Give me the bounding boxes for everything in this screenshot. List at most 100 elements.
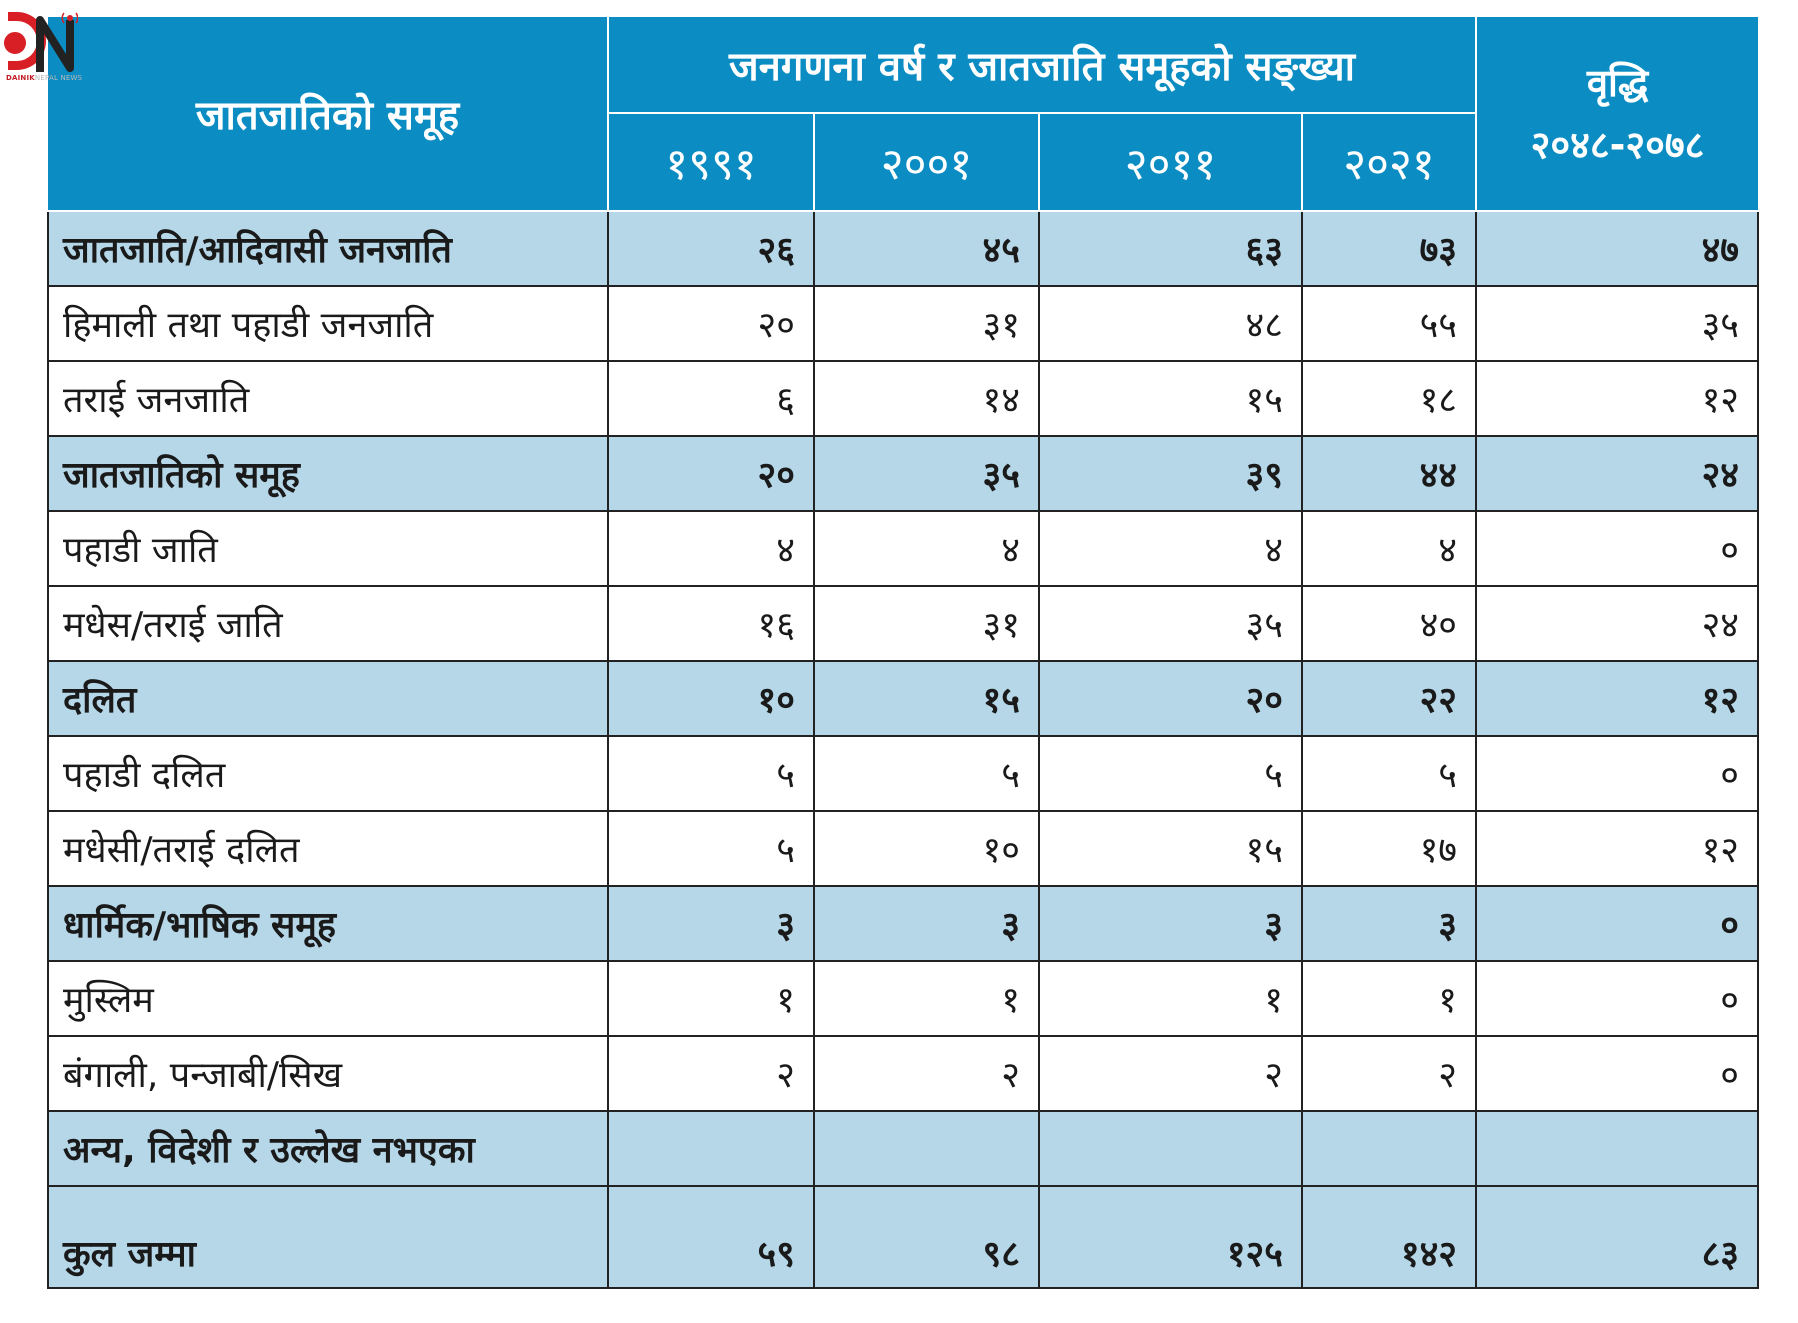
value-2021: २२ bbox=[1300, 660, 1478, 737]
value-1991: २० bbox=[607, 285, 815, 362]
census-ethnic-groups-table-container: जातजातिको समूह जनगणना वर्ष र जातजाति समू… bbox=[47, 17, 1760, 1305]
value-2001: ३१ bbox=[813, 285, 1040, 362]
category-row: अन्य, विदेशी र उल्लेख नभएका bbox=[47, 1110, 1760, 1187]
value-growth: ० bbox=[1475, 960, 1760, 1037]
value-2001: ९८ bbox=[813, 1185, 1040, 1289]
value-2011: २० bbox=[1038, 660, 1303, 737]
row-label: पहाडी जाति bbox=[47, 510, 609, 587]
value-2011: १ bbox=[1038, 960, 1303, 1037]
value-growth: १२ bbox=[1475, 810, 1760, 887]
value-1991: ५९ bbox=[607, 1185, 815, 1289]
value-2021: १४२ bbox=[1300, 1185, 1478, 1289]
row-label: धार्मिक/भाषिक समूह bbox=[47, 885, 609, 962]
subgroup-row: हिमाली तथा पहाडी जनजाति २० ३१ ४८ ५५ ३५ bbox=[47, 285, 1760, 362]
table-body: जातजाति/आदिवासी जनजाति २६ ४५ ६३ ७३ ४७ हिमाली त… bbox=[47, 210, 1760, 1289]
value-2021: ७३ bbox=[1300, 210, 1478, 287]
value-1991 bbox=[607, 1110, 815, 1187]
logo-globe-icon bbox=[2, 30, 28, 56]
value-1991: २ bbox=[607, 1035, 815, 1112]
year-header-2011: २०११ bbox=[1038, 113, 1303, 212]
subgroup-row: मुस्लिम १ १ १ १ ० bbox=[47, 960, 1760, 1037]
value-1991: २० bbox=[607, 435, 815, 512]
logo-brand-text: DAINIKNEPAL NEWS bbox=[6, 74, 83, 82]
value-growth: ० bbox=[1475, 735, 1760, 812]
row-label: जातजातिको समूह bbox=[47, 435, 609, 512]
row-label: मधेस/तराई जाति bbox=[47, 585, 609, 662]
value-2011: ३५ bbox=[1038, 585, 1303, 662]
row-label: अन्य, विदेशी र उल्लेख नभएका bbox=[47, 1110, 609, 1187]
value-2021: ५५ bbox=[1300, 285, 1478, 362]
subgroup-row: पहाडी जाति ४ ४ ४ ४ ० bbox=[47, 510, 1760, 587]
value-growth: १२ bbox=[1475, 360, 1760, 437]
dainik-nepal-logo: DAINIKNEPAL NEWS bbox=[0, 4, 92, 88]
value-2001: १ bbox=[813, 960, 1040, 1037]
value-2021: १ bbox=[1300, 960, 1478, 1037]
value-2001: ४ bbox=[813, 510, 1040, 587]
value-2021 bbox=[1300, 1110, 1478, 1187]
value-2011: १५ bbox=[1038, 360, 1303, 437]
value-1991: ५ bbox=[607, 810, 815, 887]
category-row: धार्मिक/भाषिक समूह ३ ३ ३ ३ ० bbox=[47, 885, 1760, 962]
value-2021: ४ bbox=[1300, 510, 1478, 587]
value-2001: ३ bbox=[813, 885, 1040, 962]
row-label: जातजाति/आदिवासी जनजाति bbox=[47, 210, 609, 287]
growth-label: वृद्धि bbox=[1586, 60, 1649, 105]
value-2011: ३ bbox=[1038, 885, 1303, 962]
subgroup-row: तराई जनजाति ६ १४ १५ १८ १२ bbox=[47, 360, 1760, 437]
value-growth: २४ bbox=[1475, 435, 1760, 512]
row-label: हिमाली तथा पहाडी जनजाति bbox=[47, 285, 609, 362]
value-2011: ५ bbox=[1038, 735, 1303, 812]
row-label: तराई जनजाति bbox=[47, 360, 609, 437]
value-2011: ६३ bbox=[1038, 210, 1303, 287]
value-growth: ३५ bbox=[1475, 285, 1760, 362]
value-2021: १७ bbox=[1300, 810, 1478, 887]
row-label: दलित bbox=[47, 660, 609, 737]
value-2001: ३५ bbox=[813, 435, 1040, 512]
value-2011: १५ bbox=[1038, 810, 1303, 887]
value-growth: ४७ bbox=[1475, 210, 1760, 287]
value-growth: २४ bbox=[1475, 585, 1760, 662]
value-2021: १८ bbox=[1300, 360, 1478, 437]
value-growth: ० bbox=[1475, 885, 1760, 962]
value-2001: २ bbox=[813, 1035, 1040, 1112]
value-2011: १२५ bbox=[1038, 1185, 1303, 1289]
subgroup-row: बंगाली, पन्जाबी/सिख २ २ २ २ ० bbox=[47, 1035, 1760, 1112]
value-2021: ४४ bbox=[1300, 435, 1478, 512]
value-growth: ८३ bbox=[1475, 1185, 1760, 1289]
category-row: जातजाति/आदिवासी जनजाति २६ ४५ ६३ ७३ ४७ bbox=[47, 210, 1760, 287]
value-growth: ० bbox=[1475, 1035, 1760, 1112]
subgroup-row: मधेस/तराई जाति १६ ३१ ३५ ४० २४ bbox=[47, 585, 1760, 662]
row-label: कुल जम्मा bbox=[47, 1185, 609, 1289]
value-2001: ४५ bbox=[813, 210, 1040, 287]
value-2001 bbox=[813, 1110, 1040, 1187]
value-2011: २ bbox=[1038, 1035, 1303, 1112]
year-header-1991: १९९१ bbox=[608, 113, 815, 212]
value-1991: ६ bbox=[607, 360, 815, 437]
value-2021: ३ bbox=[1300, 885, 1478, 962]
value-1991: १६ bbox=[607, 585, 815, 662]
value-1991: १ bbox=[607, 960, 815, 1037]
subgroup-row: मधेसी/तराई दलित ५ १० १५ १७ १२ bbox=[47, 810, 1760, 887]
logo-n-icon bbox=[36, 12, 78, 72]
value-2001: १० bbox=[813, 810, 1040, 887]
value-1991: ३ bbox=[607, 885, 815, 962]
value-2021: ५ bbox=[1300, 735, 1478, 812]
year-header-2001: २००१ bbox=[813, 113, 1040, 212]
category-row: जातजातिको समूह २० ३५ ३९ ४४ २४ bbox=[47, 435, 1760, 512]
value-2011: ३९ bbox=[1038, 435, 1303, 512]
value-growth: ० bbox=[1475, 510, 1760, 587]
subgroup-row: पहाडी दलित ५ ५ ५ ५ ० bbox=[47, 735, 1760, 812]
value-1991: १० bbox=[607, 660, 815, 737]
growth-column-header: वृद्धि २०४८-२०७८ bbox=[1475, 17, 1759, 212]
value-2001: १४ bbox=[813, 360, 1040, 437]
value-2011 bbox=[1038, 1110, 1303, 1187]
value-1991: ४ bbox=[607, 510, 815, 587]
value-2001: १५ bbox=[813, 660, 1040, 737]
row-label: पहाडी दलित bbox=[47, 735, 609, 812]
value-2011: ४ bbox=[1038, 510, 1303, 587]
category-row: दलित १० १५ २० २२ १२ bbox=[47, 660, 1760, 737]
value-growth: १२ bbox=[1475, 660, 1760, 737]
value-1991: ५ bbox=[607, 735, 815, 812]
group-column-header: जातजातिको समूह bbox=[48, 17, 609, 212]
year-header-2021: २०२१ bbox=[1300, 113, 1477, 212]
